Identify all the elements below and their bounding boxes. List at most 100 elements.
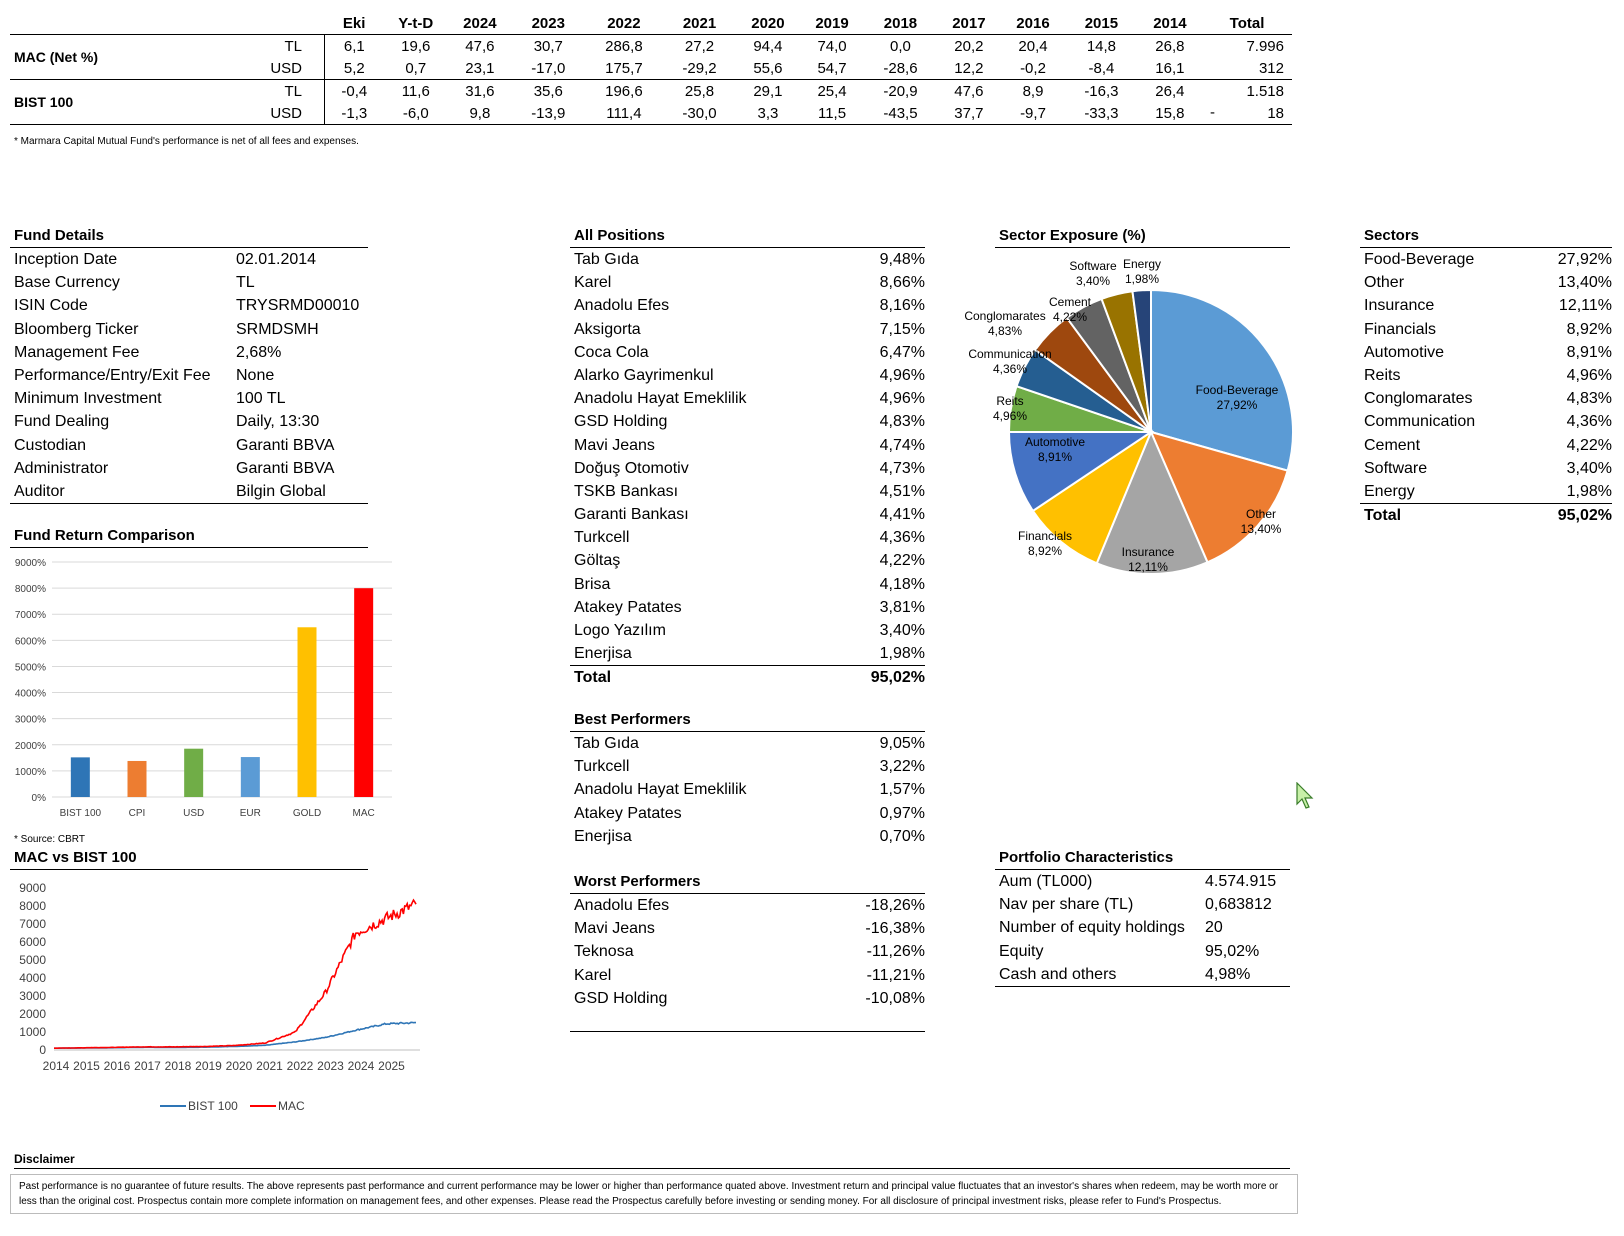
- item-value: 1,98%: [1566, 482, 1612, 500]
- item-value: 12,11%: [1558, 297, 1612, 315]
- all-positions-row: Garanti Bankası 4,41%: [570, 503, 925, 526]
- y-tick-label: 3000%: [15, 715, 46, 726]
- item-value: 0,97%: [879, 804, 925, 822]
- performance-footnote: * Marmara Capital Mutual Fund's performa…: [14, 136, 359, 147]
- value-cell: 47,6: [447, 34, 512, 57]
- x-tick-label: CPI: [129, 808, 146, 819]
- item-label: Other: [1364, 274, 1405, 292]
- item-value: Bilgin Global: [236, 482, 326, 500]
- value-cell: 175,7: [584, 57, 664, 80]
- sectors-title: Sectors: [1360, 224, 1612, 248]
- item-label: Equity: [999, 942, 1044, 960]
- value-cell: 26,8: [1137, 34, 1202, 57]
- item-label: Anadolu Hayat Emeklilik: [574, 390, 747, 408]
- x-tick-label: USD: [183, 808, 204, 819]
- slice-label: Insurance: [1122, 545, 1175, 559]
- x-tick-label: 2022: [287, 1059, 314, 1073]
- value-cell: 8,9: [1022, 82, 1044, 100]
- pie-slice: [1150, 288, 1294, 472]
- sectors-total-row: Total 95,02%: [1360, 504, 1612, 527]
- worst-performers-title: Worst Performers: [570, 870, 925, 894]
- value-cell: 55,6: [735, 57, 800, 80]
- worst-performers-row: Anadolu Efes -18,26%: [570, 894, 925, 917]
- fund-return-chart: 0% 1000% 2000% 3000% 4000% 5000% 6000% 7000% 800…: [15, 558, 392, 819]
- item-value: 4,96%: [1566, 366, 1612, 384]
- item-value: 3,22%: [879, 758, 925, 776]
- item-label: Nav per share (TL): [999, 896, 1134, 914]
- y-tick-label: 5000: [19, 953, 46, 967]
- y-tick-label: 8000%: [15, 584, 46, 595]
- value-cell: -43,5: [864, 102, 937, 125]
- value-cell: 27,2: [663, 34, 736, 57]
- item-label: Number of equity holdings: [999, 919, 1185, 937]
- col-header: 2019: [815, 14, 849, 32]
- item-value: -11,21%: [866, 966, 925, 984]
- row-label: BIST 100: [10, 79, 242, 125]
- disclaimer-title: Disclaimer: [14, 1152, 1290, 1169]
- all-positions-row: Brisa 4,18%: [570, 573, 925, 596]
- value-cell: 74,0: [799, 34, 865, 57]
- col-header: 2014: [1153, 14, 1187, 32]
- all-positions-row: Atakey Patates 3,81%: [570, 596, 925, 619]
- item-value: 0,70%: [879, 827, 925, 845]
- value-cell: -0,4: [341, 82, 368, 100]
- item-value: 2,68%: [236, 343, 282, 361]
- item-label: Atakey Patates: [574, 598, 682, 616]
- all-positions-row: Karel 8,66%: [570, 271, 925, 294]
- sectors-row: Cement 4,22%: [1360, 434, 1612, 457]
- item-value: 4,41%: [879, 506, 925, 524]
- item-label: Brisa: [574, 575, 611, 593]
- pie-slice: [1131, 288, 1152, 433]
- fund-details-row: Minimum Investment 100 TL: [10, 387, 368, 410]
- sectors-row: Insurance 12,11%: [1360, 294, 1612, 317]
- best-performers-row: Atakey Patates 0,97%: [570, 802, 925, 825]
- portfolio-title: Portfolio Characteristics: [995, 846, 1290, 870]
- portfolio-list: Aum (TL000) 4.574.915 Nav per share (TL) 0,…: [995, 870, 1290, 987]
- item-value: Garanti BBVA: [236, 436, 335, 454]
- item-label: Tab Gıda: [574, 251, 639, 268]
- x-tick-label: GOLD: [293, 808, 321, 819]
- worst-performers-row: Karel -11,21%: [570, 964, 925, 987]
- fund-details-row: Custodian Garanti BBVA: [10, 434, 368, 457]
- item-label: Logo Yazılım: [574, 622, 666, 639]
- slice-label: Reits: [996, 394, 1023, 408]
- col-header: 2017: [952, 14, 986, 32]
- item-value: 4,36%: [1566, 413, 1612, 431]
- value-cell: 20,2: [936, 34, 1001, 57]
- fund-details-row: Base Currency TL: [10, 271, 368, 294]
- slice-label: Conglomarates: [964, 309, 1045, 323]
- item-value: -18,26%: [865, 897, 925, 914]
- bar: [297, 627, 317, 797]
- y-tick-label: 6000%: [15, 636, 46, 647]
- value-cell: 0,7: [383, 57, 448, 80]
- all-positions-row: Turkcell 4,36%: [570, 526, 925, 549]
- value-cell: 30,7: [511, 34, 585, 57]
- item-value: 9,48%: [879, 251, 925, 268]
- sectors-row: Reits 4,96%: [1360, 364, 1612, 387]
- col-header: Total: [1229, 14, 1265, 32]
- value-cell: -0,2: [1000, 57, 1066, 80]
- item-value: 6,47%: [879, 343, 925, 361]
- item-label: Cash and others: [999, 965, 1117, 983]
- currency-cell: TL: [242, 34, 325, 57]
- fund-return-title: Fund Return Comparison: [10, 524, 368, 548]
- mac-vs-bist-chart: 0 1000 2000 3000 4000 5000 6000 7000 8000 9000 201…: [19, 881, 420, 1113]
- series-line: [54, 898, 417, 1049]
- y-tick-label: 2000: [19, 1007, 46, 1021]
- x-tick-label: EUR: [240, 808, 261, 819]
- value-cell: 1.518: [1246, 82, 1284, 100]
- bar: [127, 760, 147, 797]
- value-cell: 29,1: [753, 82, 783, 100]
- portfolio-row: Aum (TL000) 4.574.915: [995, 870, 1290, 893]
- sector-exposure-title: Sector Exposure (%): [995, 224, 1290, 248]
- value-cell: 19,6: [383, 34, 448, 57]
- slice-label: Energy: [1123, 257, 1161, 271]
- sector-exposure-chart: Food-Beverage27,92%Other13,40%Insurance1…: [964, 257, 1294, 575]
- y-tick-label: 0: [39, 1043, 46, 1057]
- item-value: 3,40%: [879, 622, 925, 639]
- item-label: Mavi Jeans: [574, 436, 655, 454]
- item-value: 3,40%: [1566, 459, 1612, 477]
- item-label: Energy: [1364, 482, 1415, 500]
- x-tick-label: MAC: [353, 808, 375, 819]
- item-label: Tab Gıda: [574, 735, 639, 752]
